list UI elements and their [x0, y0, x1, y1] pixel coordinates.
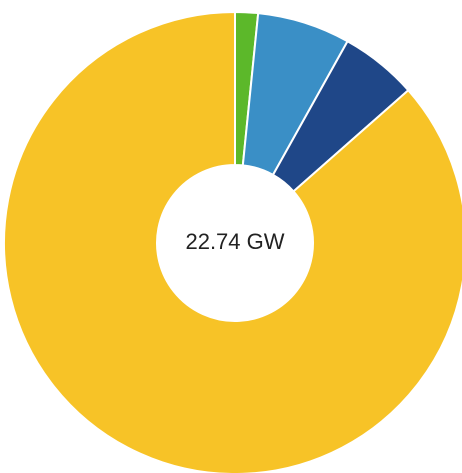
center-label: 22.74 GW [185, 229, 284, 254]
donut-slice [3, 10, 462, 473]
slices [3, 10, 462, 473]
